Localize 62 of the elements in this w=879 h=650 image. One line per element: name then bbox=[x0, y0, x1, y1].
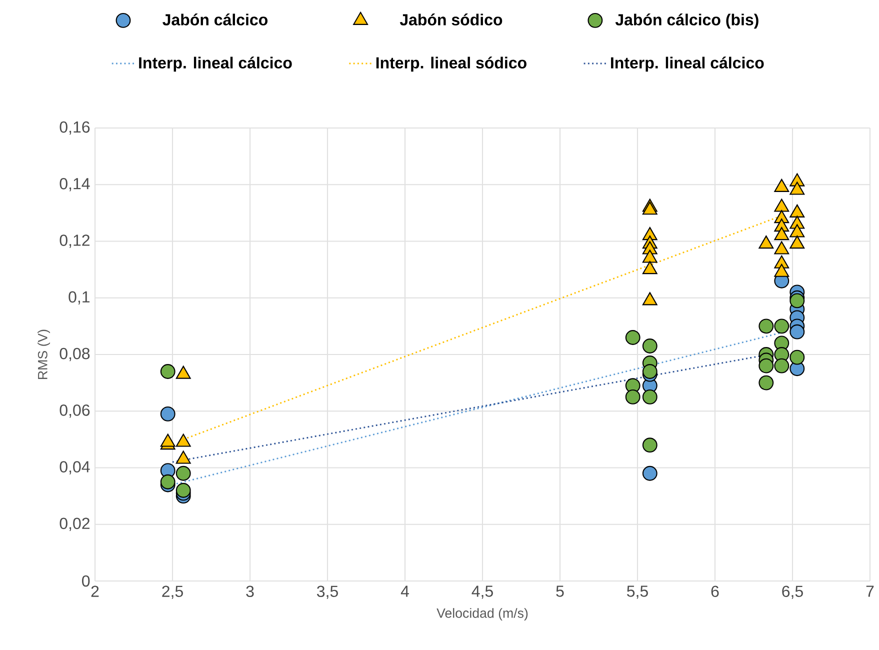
y-tick-label: 0,04 bbox=[60, 461, 90, 474]
point bbox=[790, 224, 805, 238]
x-tick-label: 4 bbox=[400, 586, 409, 597]
point bbox=[176, 482, 191, 498]
y-axis-title: RMS (V) bbox=[38, 330, 50, 379]
legend-label: Jabón cálcico bbox=[162, 14, 268, 26]
x-axis-title: Velocidad (m/s) bbox=[436, 608, 528, 620]
point bbox=[774, 178, 790, 192]
point bbox=[774, 264, 790, 277]
y-tick-label: 0 bbox=[82, 575, 90, 587]
point bbox=[758, 375, 774, 390]
y-tick-label: 0,02 bbox=[60, 518, 90, 531]
x-tick-label: 3 bbox=[246, 586, 254, 598]
legend-label: Interp. lineal cálcico bbox=[611, 56, 764, 72]
point bbox=[774, 358, 790, 374]
x-tick-label: 6 bbox=[711, 586, 719, 598]
point bbox=[774, 198, 790, 212]
point bbox=[790, 293, 805, 308]
y-tick-label: 0,16 bbox=[60, 121, 90, 135]
x-tick-label: 4,5 bbox=[472, 586, 493, 599]
point bbox=[642, 389, 658, 404]
point bbox=[160, 474, 176, 490]
point bbox=[160, 406, 176, 422]
point bbox=[790, 182, 805, 195]
point bbox=[642, 250, 658, 263]
x-tick-label: 3,5 bbox=[316, 586, 338, 599]
point bbox=[160, 364, 176, 379]
point bbox=[790, 204, 805, 218]
point bbox=[758, 236, 774, 249]
point bbox=[642, 466, 658, 481]
y-tick-label: 0,14 bbox=[60, 178, 90, 192]
y-tick-label: 0,1 bbox=[68, 291, 90, 304]
point bbox=[774, 318, 790, 334]
point bbox=[790, 350, 805, 365]
legend-label: Jabón sódico bbox=[400, 14, 502, 26]
point bbox=[790, 236, 805, 249]
point bbox=[774, 241, 790, 254]
point bbox=[758, 318, 774, 334]
point bbox=[625, 389, 640, 404]
x-tick-label: 6,5 bbox=[782, 586, 803, 599]
legend-label: Interp. lineal sódico bbox=[376, 56, 526, 72]
point bbox=[790, 324, 805, 340]
x-tick-label: 2,5 bbox=[162, 586, 183, 599]
point bbox=[625, 330, 640, 345]
y-tick-label: 0,06 bbox=[60, 404, 90, 418]
point bbox=[642, 261, 658, 274]
x-tick-label: 2 bbox=[91, 586, 99, 597]
point bbox=[642, 292, 658, 306]
point bbox=[176, 466, 191, 481]
point bbox=[642, 202, 658, 215]
legend-label: Jabón cálcico (bis) bbox=[615, 14, 758, 29]
y-tick-label: 0,12 bbox=[60, 234, 90, 248]
point bbox=[758, 358, 774, 374]
x-tick-label: 5 bbox=[556, 586, 564, 597]
x-tick-label: 5,5 bbox=[627, 586, 648, 599]
point bbox=[642, 364, 658, 379]
x-tick-label: 7 bbox=[866, 586, 874, 597]
point bbox=[774, 227, 790, 240]
y-tick-label: 0,08 bbox=[60, 348, 90, 362]
legend-label: Interp. lineal cálcico bbox=[139, 56, 292, 72]
point bbox=[642, 338, 658, 354]
point bbox=[642, 438, 658, 453]
